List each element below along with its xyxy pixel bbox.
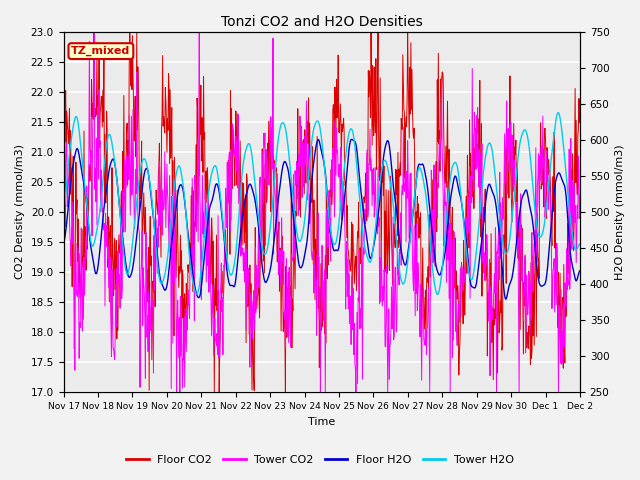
Y-axis label: H2O Density (mmol/m3): H2O Density (mmol/m3) xyxy=(615,144,625,280)
X-axis label: Time: Time xyxy=(308,417,335,427)
Legend: Floor CO2, Tower CO2, Floor H2O, Tower H2O: Floor CO2, Tower CO2, Floor H2O, Tower H… xyxy=(122,451,518,469)
Title: Tonzi CO2 and H2O Densities: Tonzi CO2 and H2O Densities xyxy=(221,15,422,29)
Text: TZ_mixed: TZ_mixed xyxy=(71,46,131,56)
Y-axis label: CO2 Density (mmol/m3): CO2 Density (mmol/m3) xyxy=(15,144,25,279)
